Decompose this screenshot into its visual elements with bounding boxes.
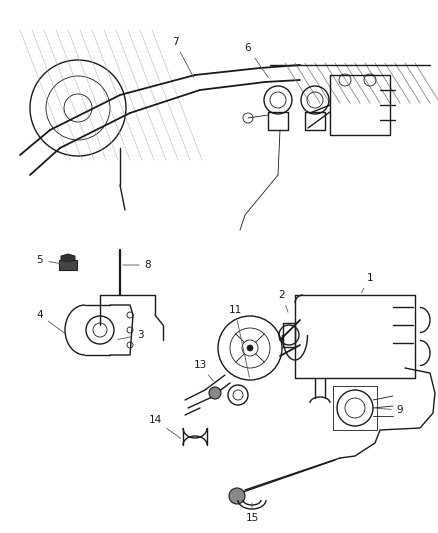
Polygon shape — [61, 254, 75, 262]
Text: 7: 7 — [171, 37, 193, 77]
Text: 2: 2 — [278, 290, 287, 312]
Circle shape — [208, 387, 220, 399]
Text: 5: 5 — [37, 255, 65, 265]
Text: 9: 9 — [375, 405, 403, 415]
Text: 3: 3 — [117, 330, 143, 340]
Circle shape — [229, 488, 244, 504]
Circle shape — [247, 345, 252, 351]
Text: 4: 4 — [37, 310, 65, 333]
Text: 8: 8 — [123, 260, 151, 270]
Text: 13: 13 — [193, 360, 213, 381]
Text: 15: 15 — [245, 503, 258, 523]
Text: 11: 11 — [228, 305, 249, 377]
Text: 1: 1 — [360, 273, 372, 293]
Text: 6: 6 — [244, 43, 268, 78]
Text: 14: 14 — [148, 415, 180, 438]
Polygon shape — [59, 260, 77, 270]
